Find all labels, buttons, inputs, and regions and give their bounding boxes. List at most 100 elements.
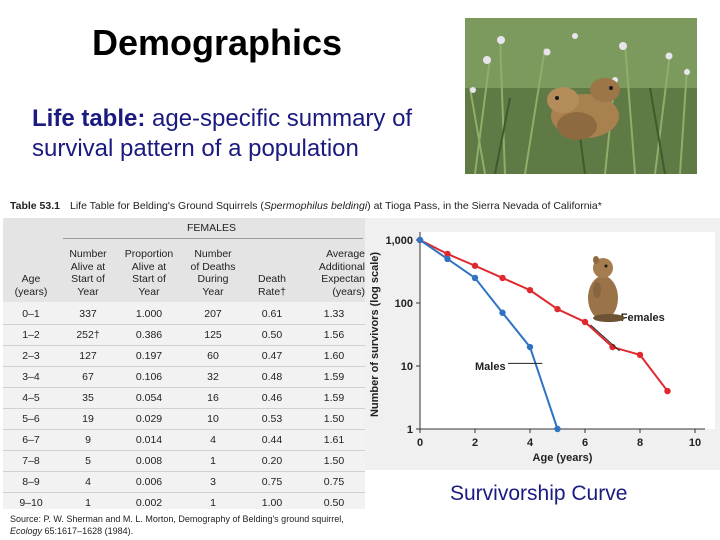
column-header-line: Alive at (70, 260, 106, 273)
column-header-line: Expectan (321, 273, 365, 285)
table-row-separator (3, 345, 365, 346)
y-axis-label: Number of survivors (log scale) (369, 252, 381, 417)
table-cell: 10 (207, 413, 219, 425)
table-cell: 3–4 (22, 371, 40, 383)
table-row-gutter (3, 218, 58, 302)
data-point-females (471, 262, 479, 269)
column-header-line: Year (77, 285, 99, 298)
table-cell: 7–8 (22, 455, 40, 467)
table-cell: 0.50 (323, 497, 345, 509)
table-row-separator (3, 471, 365, 472)
table-cell: 125 (204, 329, 222, 341)
table-cell: 8–9 (22, 476, 40, 488)
table-cell: 19 (82, 413, 94, 425)
life-table: FEMALES Age (years) Number Alive at Start of Y… (3, 218, 365, 509)
column-header-line: Proportion (124, 248, 174, 260)
table-cell: 1.00 (261, 497, 283, 509)
column-header-line: Year (202, 285, 224, 298)
x-tick-label: 6 (582, 437, 588, 449)
table-cell: 0.75 (261, 476, 283, 488)
column-header-line: Rate† (257, 285, 287, 298)
table-cell: 32 (207, 371, 219, 383)
table-cell: 2–3 (22, 350, 40, 362)
table-cell: 35 (82, 392, 94, 404)
x-tick-label: 0 (417, 437, 423, 449)
table-cell: 1 (210, 497, 216, 509)
column-header-line: Age (21, 273, 41, 285)
data-point-females (526, 286, 534, 294)
table-cell: 1.60 (323, 350, 345, 362)
table-number: Table 53.1 (10, 200, 60, 212)
y-tick-label: 10 (401, 361, 413, 373)
column-header-line: Number (69, 248, 107, 260)
table-cell: 1.50 (323, 455, 345, 467)
table-cell: 1.59 (323, 371, 345, 383)
table-cell: 0.48 (261, 371, 283, 383)
column-header-line: Additional (318, 260, 365, 273)
survivorship-chart: 0 2 4 6 8 10 1 10 100 1,000 Age (years) Number of s… (365, 218, 720, 470)
table-cell: 337 (79, 308, 97, 320)
x-tick-label: 2 (472, 437, 478, 449)
table-cell: 0–1 (22, 308, 40, 320)
y-tick-label: 100 (395, 298, 413, 310)
series-line-females (419, 239, 669, 392)
table-cell: 0.50 (261, 329, 283, 341)
column-header: Number Alive at Start of Year (60, 248, 116, 298)
column-header-line: During (197, 273, 229, 285)
plot-area (420, 232, 715, 429)
caption-text-start: Life Table for Belding's Ground Squirrel… (70, 200, 264, 212)
column-header: Death Rate† (247, 273, 297, 298)
column-header-line: Alive at (131, 260, 167, 273)
column-header: Average Additional Expectan (years) (303, 248, 365, 298)
caption-species: Spermophilus beldingi (263, 200, 368, 212)
data-point-males (554, 425, 561, 433)
table-cell: 0.44 (261, 434, 283, 446)
table-cell: 5 (85, 455, 91, 467)
column-header-line: Number (194, 248, 232, 260)
table-cell: 0.386 (135, 329, 163, 341)
data-point-females (581, 318, 589, 326)
table-cell: 1 (210, 455, 216, 467)
table-cell: 60 (207, 350, 219, 362)
source-journal: Ecology (10, 526, 43, 536)
data-point-females (499, 274, 506, 282)
table-cell: 0.029 (135, 413, 163, 425)
column-header-line: Average (326, 248, 365, 260)
x-tick-label: 4 (527, 437, 534, 449)
series-line-males (419, 239, 559, 430)
table-cell: 0.197 (135, 350, 163, 362)
column-header-line: Start of (132, 273, 166, 285)
table-cell: 6–7 (22, 434, 40, 446)
table-cell: 0.46 (261, 392, 283, 404)
column-header: Proportion Alive at Start of Year (119, 248, 179, 298)
data-point-males (526, 343, 534, 351)
column-header-line: Death (257, 273, 287, 285)
table-cell: 0.008 (135, 455, 163, 467)
table-header-band (58, 218, 365, 302)
table-row-separator (3, 387, 365, 388)
table-cell: 9–10 (19, 497, 43, 509)
data-point-females (664, 387, 671, 395)
table-cell: 4 (85, 476, 91, 488)
data-point-males (444, 255, 451, 263)
y-tick-label: 1,000 (385, 235, 413, 247)
subtitle-term: Life table: (32, 105, 146, 132)
legend-label-males: Males (475, 361, 506, 373)
table-caption: Table 53.1 Life Table for Belding's Groun… (10, 200, 602, 212)
table-cell: 0.75 (323, 476, 345, 488)
table-cell: 4–5 (22, 392, 40, 404)
table-cell: 0.47 (261, 350, 283, 362)
table-cell: 0.006 (135, 476, 163, 488)
column-header-line: of Deaths (190, 260, 236, 273)
table-row-separator (3, 429, 365, 430)
table-cell: 1.61 (323, 434, 345, 446)
column-header-line: (years) (332, 285, 365, 298)
table-row-separator (3, 450, 365, 451)
legend-label-females: Females (621, 312, 665, 324)
table-cell: 1.33 (323, 308, 345, 320)
column-header: Number of Deaths During Year (183, 248, 243, 298)
source-line-2: 65:1617–1628 (1984). (42, 526, 134, 536)
table-cell: 3 (210, 476, 216, 488)
data-point-males (471, 274, 479, 282)
caption-text-end: ) at Tioga Pass, in the Sierra Nevada of… (367, 200, 602, 212)
